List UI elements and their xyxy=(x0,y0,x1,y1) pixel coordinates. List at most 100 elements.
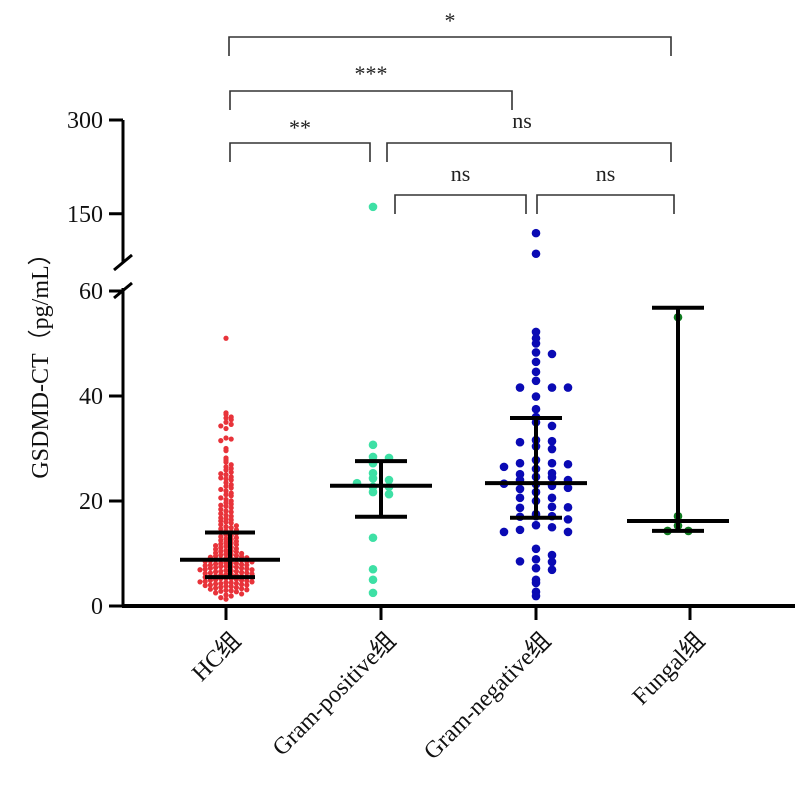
data-point xyxy=(244,587,250,593)
data-point xyxy=(218,526,224,532)
data-point xyxy=(213,590,219,596)
data-point xyxy=(213,543,219,549)
data-point xyxy=(228,580,234,586)
data-point xyxy=(223,563,229,569)
x-tick-label: HC组 xyxy=(187,627,247,687)
data-point xyxy=(239,586,245,592)
data-point xyxy=(228,509,234,515)
data-point xyxy=(213,546,219,552)
data-point xyxy=(547,383,557,392)
data-point xyxy=(233,535,239,541)
data-point xyxy=(233,589,239,595)
data-point xyxy=(228,593,234,599)
data-point xyxy=(207,582,213,588)
data-point xyxy=(531,228,541,238)
significance-label: * xyxy=(445,8,456,33)
y-tick-label: 300 xyxy=(67,108,103,134)
data-point xyxy=(223,480,229,486)
data-point xyxy=(202,562,208,569)
data-point xyxy=(223,596,229,602)
data-point xyxy=(531,339,541,348)
data-point xyxy=(563,383,573,392)
data-point xyxy=(563,527,573,537)
data-point xyxy=(218,518,224,524)
significance-label: ns xyxy=(512,108,532,133)
data-point xyxy=(531,578,541,588)
y-tick-label: 20 xyxy=(79,489,103,515)
data-point xyxy=(197,579,203,585)
significance-bracket xyxy=(386,142,672,162)
data-point xyxy=(213,561,219,567)
data-point xyxy=(218,537,224,543)
data-point xyxy=(223,492,229,498)
data-point xyxy=(202,566,208,572)
data-point xyxy=(223,547,229,553)
data-point xyxy=(218,522,224,528)
data-point xyxy=(515,525,525,535)
data-point xyxy=(223,411,229,417)
significance-bracket xyxy=(394,194,527,214)
significance-label: ** xyxy=(289,115,311,140)
data-point xyxy=(368,487,378,497)
data-point xyxy=(233,568,239,574)
significance-bracket xyxy=(228,36,672,56)
data-point xyxy=(218,486,224,493)
data-point xyxy=(244,582,250,588)
data-point xyxy=(223,467,229,473)
data-point xyxy=(531,554,541,564)
data-point xyxy=(218,552,224,558)
data-point xyxy=(218,438,224,444)
data-point xyxy=(223,499,229,506)
significance-bracket xyxy=(229,142,371,162)
data-point xyxy=(223,567,229,573)
data-point xyxy=(218,502,224,508)
data-point xyxy=(563,503,573,512)
data-point xyxy=(223,539,229,546)
data-point xyxy=(223,476,229,482)
data-point xyxy=(218,564,224,570)
data-point xyxy=(202,582,208,589)
data-point xyxy=(223,415,229,421)
data-point xyxy=(515,484,525,494)
data-point xyxy=(239,565,245,571)
data-point xyxy=(228,436,234,442)
data-point xyxy=(233,564,239,570)
data-point xyxy=(244,578,250,584)
data-point xyxy=(249,567,255,573)
x-tick-label: Gram-negative组 xyxy=(418,627,556,765)
data-point xyxy=(218,584,224,590)
data-point xyxy=(563,515,573,524)
data-point xyxy=(531,404,541,414)
data-point xyxy=(228,505,234,511)
data-point xyxy=(368,564,378,574)
data-point xyxy=(218,534,224,540)
data-point xyxy=(223,579,229,585)
data-point xyxy=(223,448,229,454)
data-point xyxy=(547,421,557,431)
median-iqr-bars xyxy=(180,305,729,580)
data-point xyxy=(223,459,229,465)
x-tick-label: Fungal组 xyxy=(627,627,710,710)
data-point xyxy=(368,440,378,450)
data-point xyxy=(223,419,229,425)
data-point xyxy=(244,562,250,568)
data-point xyxy=(239,581,245,588)
data-point xyxy=(218,545,224,551)
data-point xyxy=(228,469,234,475)
data-point xyxy=(228,493,234,499)
significance-label: ns xyxy=(596,161,616,186)
data-point xyxy=(515,557,525,566)
data-point xyxy=(223,435,229,441)
data-point xyxy=(207,570,213,576)
data-point xyxy=(547,473,557,482)
data-point xyxy=(223,503,229,509)
data-point xyxy=(547,493,557,503)
data-point xyxy=(563,483,573,493)
data-point xyxy=(218,580,224,587)
data-point xyxy=(223,488,229,494)
data-point xyxy=(228,421,234,427)
data-point xyxy=(223,524,229,530)
data-point xyxy=(223,512,229,518)
